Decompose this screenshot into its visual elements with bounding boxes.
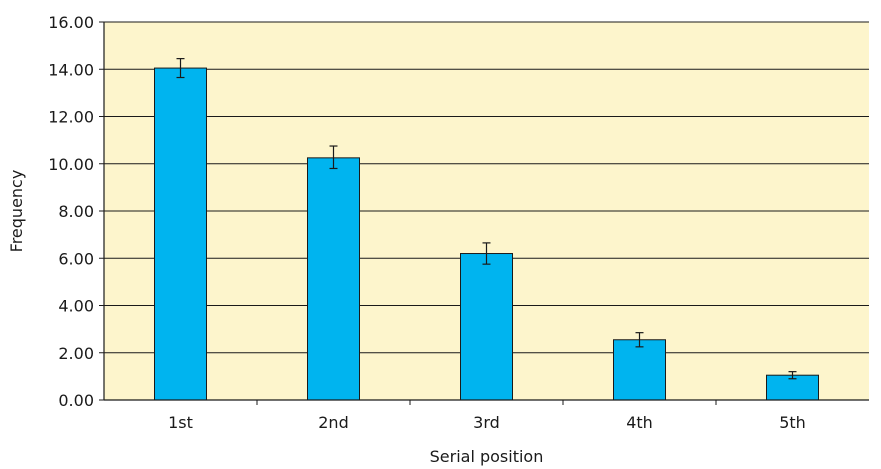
error-bar-3rd (482, 242, 491, 265)
error-bar-1st (176, 58, 185, 79)
bar-2nd (307, 157, 360, 401)
error-bars (176, 58, 797, 380)
x-tick-label: 3rd (473, 413, 500, 432)
y-tick-label: 2.00 (58, 344, 94, 363)
y-tick-label: 6.00 (58, 249, 94, 268)
y-tick-label: 0.00 (58, 391, 94, 410)
bar-4th (613, 339, 666, 401)
error-bar-5th (788, 371, 797, 380)
x-tick-label: 4th (626, 413, 653, 432)
y-tick-label: 12.00 (48, 108, 94, 127)
y-tick-label: 8.00 (58, 202, 94, 221)
x-tick-label: 1st (168, 413, 193, 432)
y-tick-label: 14.00 (48, 60, 94, 79)
error-bar-4th (635, 332, 644, 348)
y-tick-label: 16.00 (48, 13, 94, 32)
x-tick-label: 2nd (318, 413, 348, 432)
bar-3rd (460, 253, 513, 401)
y-tick-label: 10.00 (48, 155, 94, 174)
bar-1st (154, 67, 207, 401)
y-tick-label: 4.00 (58, 297, 94, 316)
x-tick-label: 5th (779, 413, 806, 432)
bars (154, 67, 819, 401)
y-axis-ticks: 0.00 2.00 4.00 6.00 8.00 10.00 12.00 14.00 16.00 (48, 13, 104, 410)
y-axis-title: Frequency (7, 170, 26, 253)
x-axis-title: Serial position (430, 447, 544, 466)
x-axis-ticks: 1st 2nd 3rd 4th 5th (168, 400, 806, 432)
error-bar-2nd (329, 145, 338, 170)
